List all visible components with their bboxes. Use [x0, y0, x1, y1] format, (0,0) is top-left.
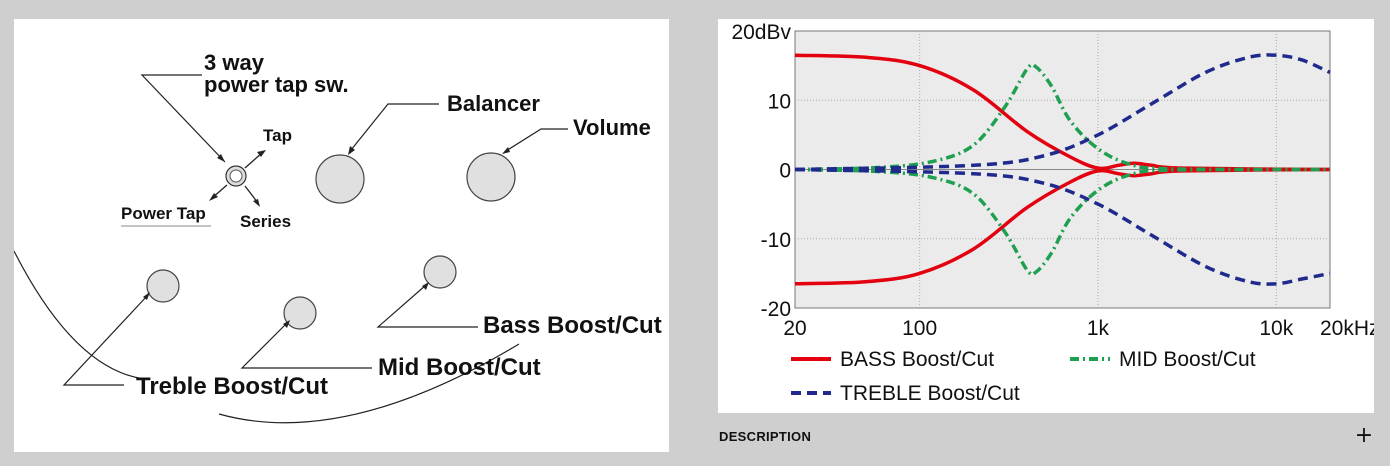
treble-boost-cut-label: Treble Boost/Cut — [136, 373, 329, 400]
x-tick-label: 10k — [1259, 317, 1293, 340]
bass-boost-cut-label: Bass Boost/Cut — [483, 312, 662, 339]
mid-boost-cut-label: Mid Boost/Cut — [378, 354, 541, 381]
series-line-treble-cut — [794, 167, 1331, 286]
expand-plus-icon[interactable]: + — [1354, 423, 1374, 448]
y-tick-label: 10 — [768, 90, 791, 113]
description-title: DESCRIPTION — [719, 429, 812, 444]
power-tap-label: Power Tap — [121, 204, 206, 223]
body-outline — [14, 250, 145, 380]
x-tick-label: 100 — [902, 317, 937, 340]
series-line-treble-boost — [794, 53, 1331, 172]
control-layout-diagram: 3 way power tap sw. Balancer Volume Tap … — [14, 19, 669, 452]
treble-knob — [146, 269, 180, 303]
body-outline-lower — [218, 343, 520, 424]
series-label: Series — [240, 212, 292, 231]
description-accordion[interactable]: DESCRIPTION + — [718, 424, 1374, 448]
y-tick-label: 20dBv — [731, 21, 791, 44]
diagram-lines — [14, 74, 568, 424]
mid-knob — [283, 296, 317, 330]
series-line-mid-cut — [794, 167, 1331, 277]
y-tick-label: -10 — [761, 229, 791, 252]
y-tick-label: -20 — [761, 298, 791, 321]
tap-label: Tap — [263, 126, 292, 145]
balancer-knob — [315, 154, 365, 204]
balancer-label: Balancer — [447, 91, 540, 116]
legend-label: BASS Boost/Cut — [840, 348, 994, 371]
legend-label: MID Boost/Cut — [1119, 348, 1256, 371]
switch-leader — [140, 74, 226, 163]
power-tap-switch-label: 3 way power tap sw. — [204, 50, 349, 97]
x-tick-label: 20 — [783, 317, 806, 340]
eq-response-chart: 20dBv 10 0 -10 -20 20 100 1k 10k 20kHz BASS Boost/… — [718, 19, 1374, 413]
y-tick-label: 0 — [779, 160, 791, 183]
x-tick-label: 1k — [1087, 317, 1110, 340]
bass-knob — [423, 255, 457, 289]
volume-label: Volume — [573, 115, 651, 140]
volume-knob — [466, 152, 516, 202]
legend-label: TREBLE Boost/Cut — [840, 382, 1020, 405]
series-line-mid-boost — [794, 62, 1331, 172]
x-tick-label: 20kHz — [1320, 317, 1374, 340]
